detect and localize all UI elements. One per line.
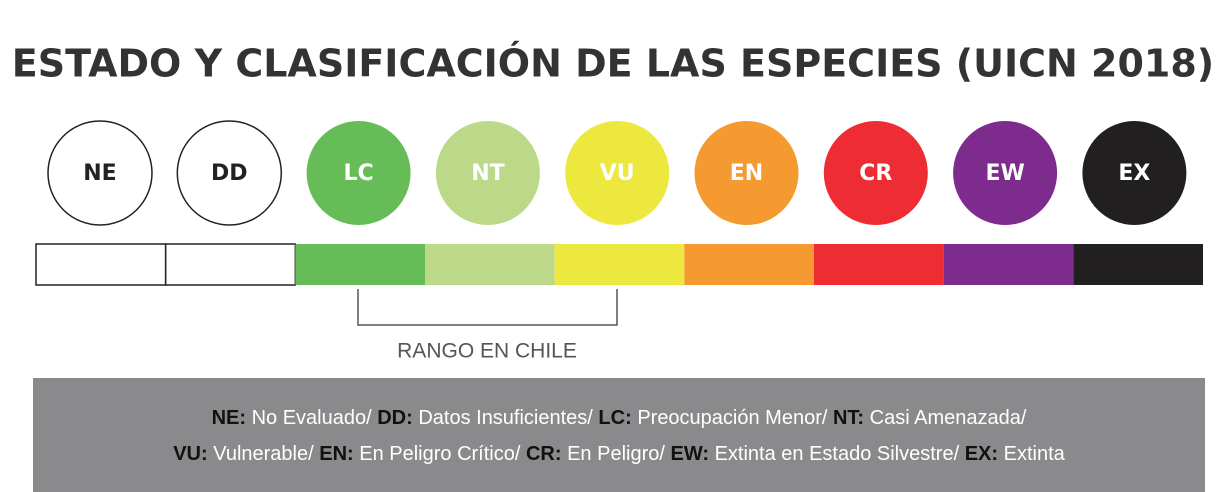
title: ESTADO Y CLASIFICACIÓN DE LAS ESPECIES (… — [12, 42, 1214, 86]
status-code: NT — [471, 161, 504, 186]
status-segment — [295, 244, 425, 285]
status-segment — [684, 244, 814, 285]
status-circle — [435, 121, 540, 225]
status-circle — [176, 120, 283, 226]
legend-code: NT: — [832, 407, 865, 429]
status-circle — [47, 120, 153, 226]
legend-code: EW: — [670, 443, 710, 465]
legend-text: Vulnerable/ — [213, 443, 314, 465]
legend-line: VU: Vulnerable/ EN: En Peligro Crítico/ … — [33, 436, 1205, 472]
status-code: DD — [211, 161, 248, 186]
legend-text: En Peligro/ — [567, 443, 665, 465]
status-segment — [35, 243, 167, 286]
status-code: EN — [730, 161, 763, 186]
legend-text: Casi Amenazada/ — [869, 407, 1027, 429]
status-circle — [565, 121, 670, 225]
range-bracket — [357, 289, 618, 326]
status-circle — [823, 121, 928, 225]
legend-text: En Peligro Crítico/ — [359, 443, 521, 465]
status-code: EW — [985, 161, 1024, 186]
legend-code: EX: — [964, 443, 999, 465]
diagram: ESTADO Y CLASIFICACIÓN DE LAS ESPECIES (… — [12, 42, 1214, 363]
status-segment — [943, 244, 1074, 285]
status-code: LC — [344, 161, 374, 186]
range-label: RANGO EN CHILE — [397, 340, 577, 363]
legend-text: Extinta en Estado Silvestre/ — [714, 443, 960, 465]
status-code: NE — [83, 161, 116, 186]
status-circle — [694, 121, 799, 225]
status-segment — [554, 244, 685, 285]
status-segment — [814, 244, 944, 285]
status-segment — [425, 244, 555, 285]
legend-text: Preocupación Menor/ — [637, 407, 828, 429]
legend-code: CR: — [525, 443, 562, 465]
legend: NE: No Evaluado/ DD: Datos Insuficientes… — [33, 378, 1205, 492]
status-circle — [1082, 121, 1187, 225]
status-circle — [953, 121, 1058, 225]
status-segment — [164, 243, 297, 286]
status-circle — [306, 121, 411, 225]
legend-text: Datos Insuficientes/ — [418, 407, 593, 429]
legend-code: VU: — [173, 443, 208, 465]
legend-code: LC: — [598, 407, 632, 429]
legend-code: EN: — [319, 443, 354, 465]
legend-code: NE: — [211, 407, 247, 429]
legend-text: No Evaluado/ — [251, 407, 372, 429]
status-segment — [1073, 244, 1203, 285]
legend-line: NE: No Evaluado/ DD: Datos Insuficientes… — [33, 400, 1205, 436]
status-code: VU — [600, 161, 635, 186]
status-code: CR — [859, 161, 892, 186]
legend-text: Extinta — [1003, 443, 1065, 465]
legend-code: DD: — [377, 407, 413, 429]
status-code: EX — [1118, 161, 1150, 186]
